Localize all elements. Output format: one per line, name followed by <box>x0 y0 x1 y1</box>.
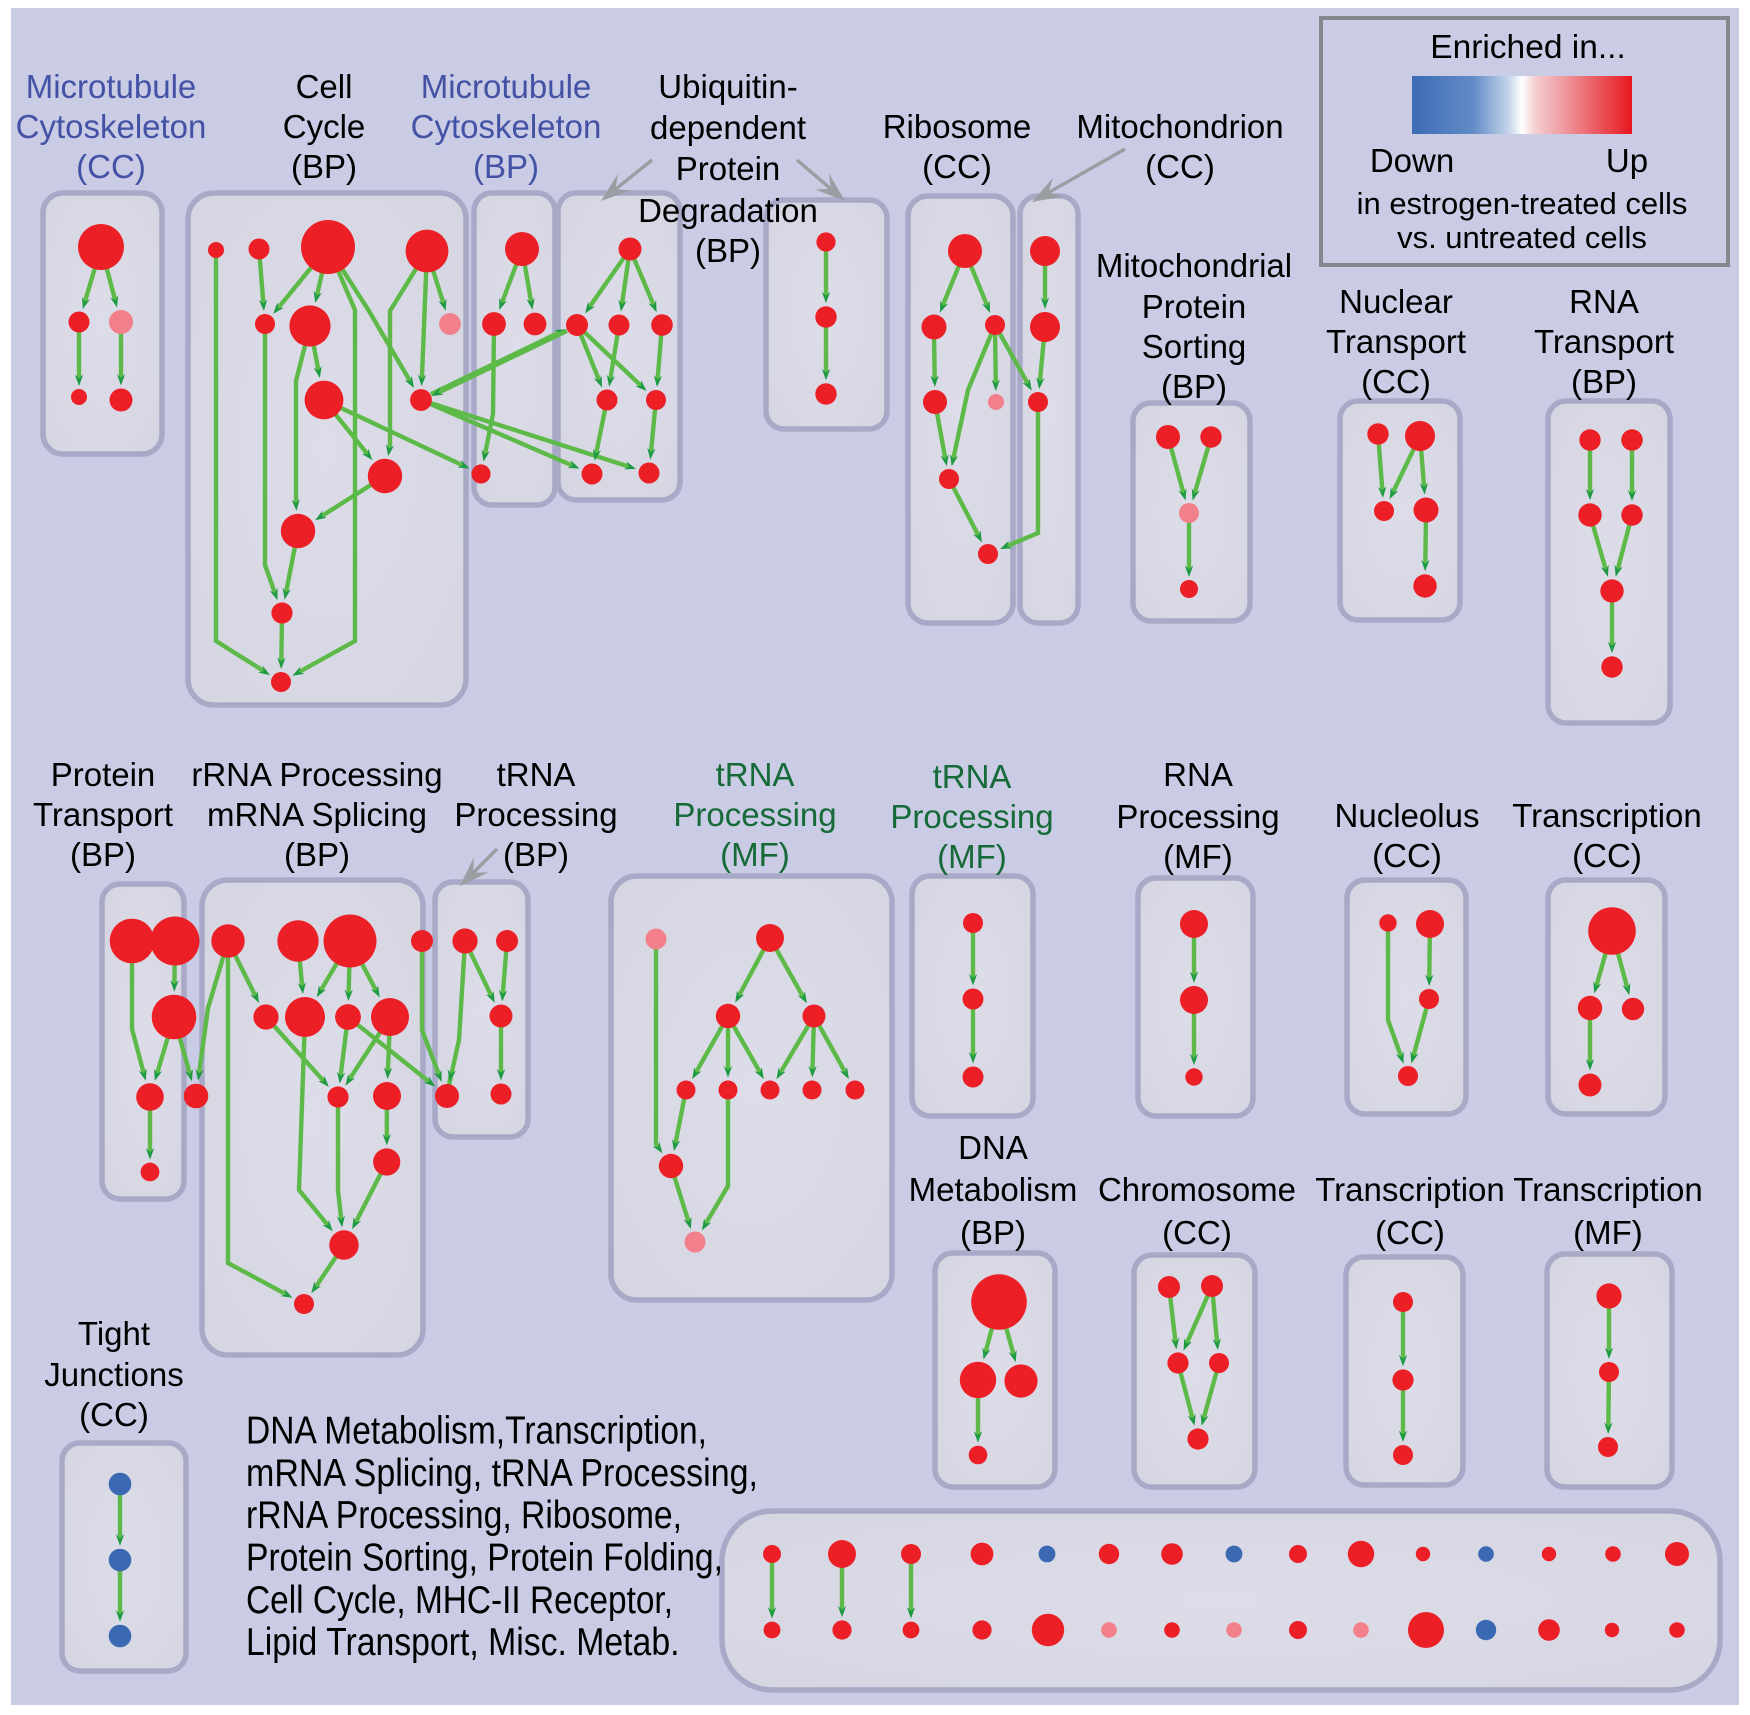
svg-text:RNA: RNA <box>1163 756 1233 793</box>
svg-text:Down: Down <box>1370 142 1454 179</box>
svg-text:(MF): (MF) <box>720 836 790 873</box>
svg-text:DNA: DNA <box>958 1129 1028 1166</box>
svg-text:Transcription: Transcription <box>1512 797 1702 834</box>
svg-text:Up: Up <box>1606 142 1648 179</box>
svg-text:(BP): (BP) <box>695 232 761 269</box>
svg-text:Processing: Processing <box>454 796 617 833</box>
svg-text:Degradation: Degradation <box>638 192 818 229</box>
svg-text:Cell Cycle, MHC-II Receptor,: Cell Cycle, MHC-II Receptor, <box>246 1579 673 1622</box>
svg-text:Transport: Transport <box>1534 323 1674 360</box>
svg-text:(CC): (CC) <box>1572 837 1642 874</box>
svg-text:Protein: Protein <box>1142 288 1247 325</box>
svg-text:(CC): (CC) <box>1372 837 1442 874</box>
svg-text:Protein: Protein <box>676 150 781 187</box>
svg-text:Protein Sorting, Protein Foldi: Protein Sorting, Protein Folding, <box>246 1537 723 1580</box>
svg-text:(CC): (CC) <box>1375 1214 1445 1251</box>
svg-text:rRNA Processing, Ribosome,: rRNA Processing, Ribosome, <box>246 1494 682 1537</box>
svg-text:(BP): (BP) <box>70 836 136 873</box>
svg-text:Junctions: Junctions <box>44 1356 183 1393</box>
svg-text:(BP): (BP) <box>473 148 539 185</box>
svg-text:Metabolism: Metabolism <box>909 1171 1078 1208</box>
svg-text:tRNA: tRNA <box>716 756 795 793</box>
svg-text:Sorting: Sorting <box>1142 328 1247 365</box>
svg-text:Transcription: Transcription <box>1315 1171 1505 1208</box>
svg-text:(CC): (CC) <box>76 148 146 185</box>
svg-text:Processing: Processing <box>1116 798 1279 835</box>
svg-text:Cytoskeleton: Cytoskeleton <box>411 108 602 145</box>
svg-text:Lipid Transport, Misc. Metab.: Lipid Transport, Misc. Metab. <box>246 1621 680 1664</box>
svg-text:vs. untreated cells: vs. untreated cells <box>1397 220 1647 255</box>
svg-text:Cycle: Cycle <box>283 108 366 145</box>
svg-text:(BP): (BP) <box>291 148 357 185</box>
svg-text:(MF): (MF) <box>1573 1214 1643 1251</box>
svg-text:Microtubule: Microtubule <box>421 68 592 105</box>
svg-text:Ubiquitin-: Ubiquitin- <box>658 68 797 105</box>
svg-text:Processing: Processing <box>673 796 836 833</box>
svg-text:Nuclear: Nuclear <box>1339 283 1453 320</box>
svg-text:in estrogen-treated cells: in estrogen-treated cells <box>1357 186 1688 221</box>
svg-text:tRNA: tRNA <box>933 758 1012 795</box>
svg-text:(BP): (BP) <box>503 836 569 873</box>
svg-text:Tight: Tight <box>78 1315 150 1352</box>
svg-text:Transport: Transport <box>1326 323 1466 360</box>
svg-text:DNA Metabolism,Transcription,: DNA Metabolism,Transcription, <box>246 1410 707 1453</box>
svg-text:Cytoskeleton: Cytoskeleton <box>16 108 207 145</box>
svg-text:(BP): (BP) <box>284 836 350 873</box>
svg-text:RNA: RNA <box>1569 283 1639 320</box>
svg-text:Chromosome: Chromosome <box>1098 1171 1296 1208</box>
svg-text:Processing: Processing <box>890 798 1053 835</box>
svg-text:(CC): (CC) <box>1145 148 1215 185</box>
svg-text:Enriched in...: Enriched in... <box>1430 29 1626 66</box>
svg-text:(BP): (BP) <box>1571 363 1637 400</box>
svg-text:Ribosome: Ribosome <box>883 108 1032 145</box>
svg-text:tRNA: tRNA <box>497 756 576 793</box>
svg-text:(CC): (CC) <box>1361 363 1431 400</box>
svg-text:Transport: Transport <box>33 796 173 833</box>
svg-text:(CC): (CC) <box>922 148 992 185</box>
svg-text:Cell: Cell <box>296 68 353 105</box>
svg-text:(MF): (MF) <box>937 838 1007 875</box>
svg-text:dependent: dependent <box>650 109 806 146</box>
svg-text:(CC): (CC) <box>79 1396 149 1433</box>
svg-text:Nucleolus: Nucleolus <box>1335 797 1480 834</box>
svg-text:rRNA Processing: rRNA Processing <box>191 756 442 793</box>
svg-text:(BP): (BP) <box>1161 368 1227 405</box>
svg-text:(BP): (BP) <box>960 1214 1026 1251</box>
svg-text:Microtubule: Microtubule <box>26 68 197 105</box>
svg-text:(CC): (CC) <box>1162 1214 1232 1251</box>
svg-text:Protein: Protein <box>51 756 156 793</box>
svg-text:(MF): (MF) <box>1163 838 1233 875</box>
svg-text:mRNA Splicing, tRNA Processing: mRNA Splicing, tRNA Processing, <box>246 1452 758 1495</box>
svg-text:Mitochondrial: Mitochondrial <box>1096 247 1292 284</box>
svg-text:Mitochondrion: Mitochondrion <box>1076 108 1283 145</box>
svg-text:Transcription: Transcription <box>1513 1171 1703 1208</box>
svg-text:mRNA Splicing: mRNA Splicing <box>207 796 427 833</box>
